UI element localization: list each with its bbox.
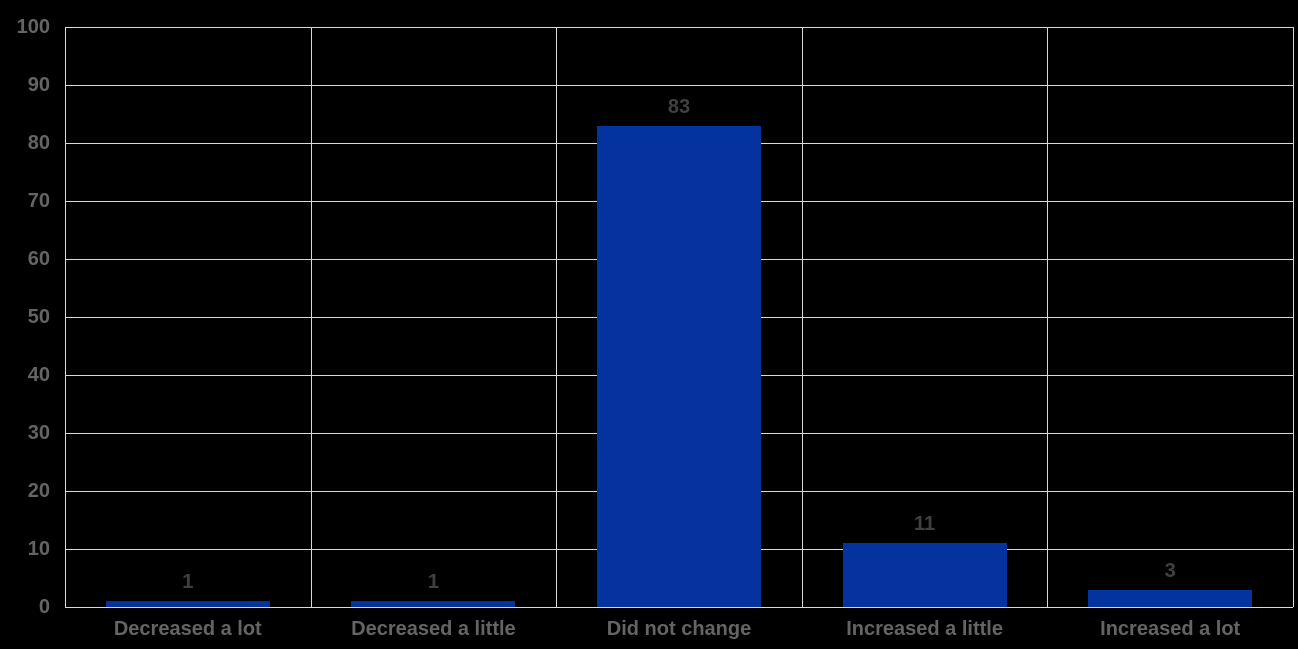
y-tick-label: 70 xyxy=(27,190,50,212)
y-tick-label: 20 xyxy=(27,480,50,502)
y-tick-label: 90 xyxy=(27,74,50,96)
bar-value-label: 11 xyxy=(914,513,936,536)
y-tick-label: 100 xyxy=(16,16,50,38)
y-tick-label: 60 xyxy=(27,248,50,270)
bar xyxy=(105,601,270,607)
v-gridline xyxy=(65,27,66,607)
h-gridline xyxy=(65,85,1293,86)
v-gridline xyxy=(556,27,558,607)
bar-value-label: 1 xyxy=(182,571,194,594)
v-gridline xyxy=(1293,27,1294,607)
x-category-label: Increased a lot xyxy=(1100,618,1241,640)
bar-value-label: 3 xyxy=(1164,559,1176,582)
bar-value-label: 1 xyxy=(427,571,439,594)
bar xyxy=(1088,589,1253,607)
y-tick-label: 0 xyxy=(38,596,50,618)
bar-value-label: 83 xyxy=(667,95,691,118)
y-tick-label: 40 xyxy=(27,364,50,386)
y-tick-label: 10 xyxy=(27,538,50,560)
v-gridline xyxy=(801,27,803,607)
h-gridline xyxy=(65,27,1293,28)
v-gridline xyxy=(310,27,312,607)
x-category-label: Increased a little xyxy=(846,618,1003,640)
h-gridline xyxy=(65,607,1293,608)
bar xyxy=(351,601,516,607)
y-tick-label: 80 xyxy=(27,132,50,154)
bar xyxy=(597,125,761,607)
y-tick-label: 30 xyxy=(27,422,50,444)
x-category-label: Decreased a lot xyxy=(113,618,262,640)
bar xyxy=(842,543,1007,607)
v-gridline xyxy=(1047,27,1049,607)
x-category-label: Did not change xyxy=(606,618,752,640)
y-tick-label: 50 xyxy=(27,306,50,328)
x-category-label: Decreased a little xyxy=(351,618,516,640)
